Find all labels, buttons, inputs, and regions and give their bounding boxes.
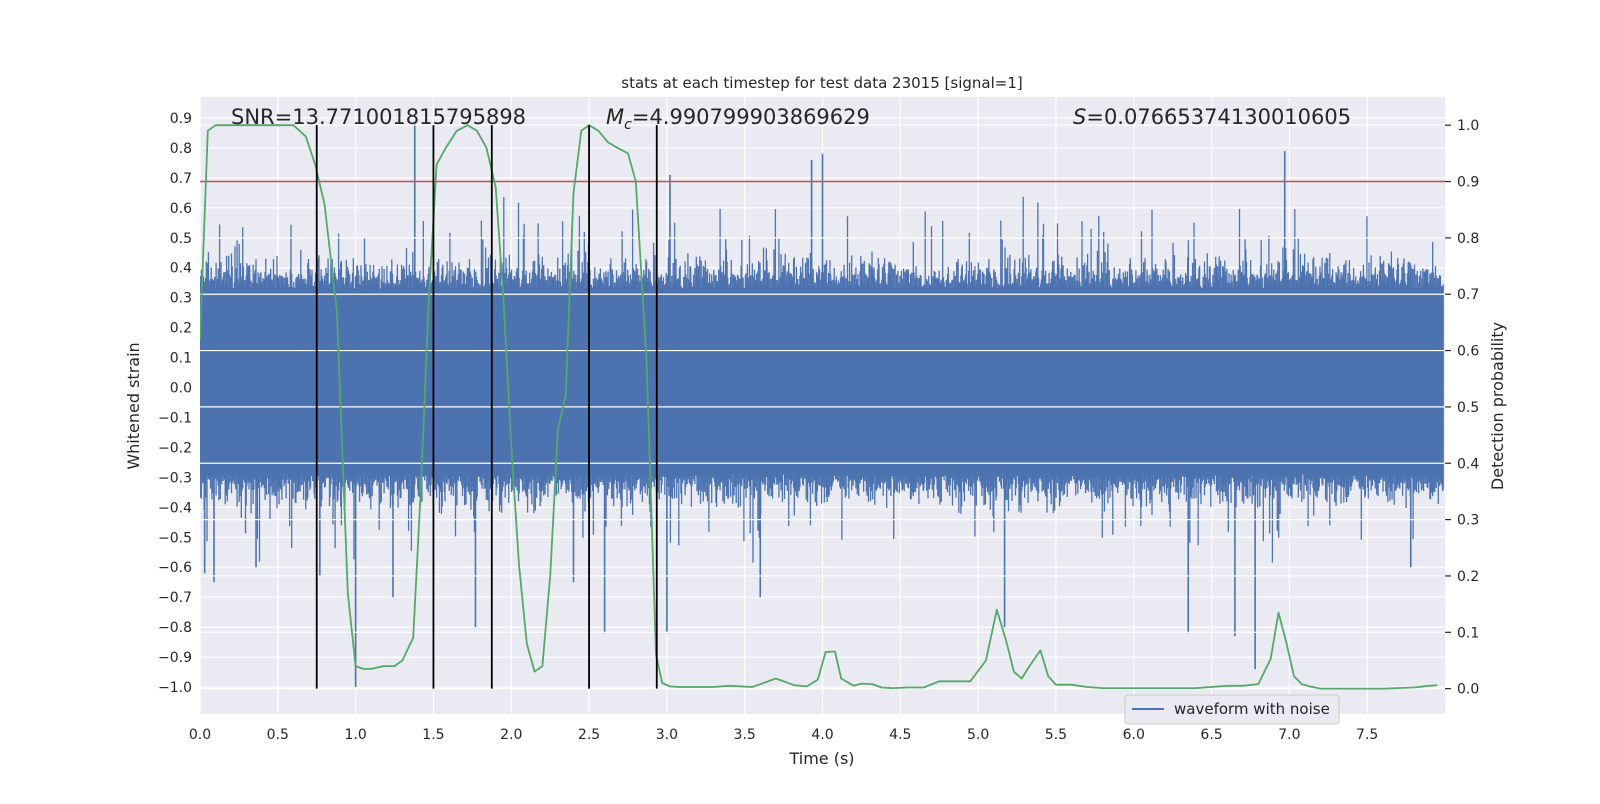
y-left-tick-label: 0.5 xyxy=(170,231,192,247)
y-left-tick-label: −0.9 xyxy=(158,650,192,666)
probability-series xyxy=(200,124,1438,690)
y-right-tick-label: 0.9 xyxy=(1457,175,1479,191)
s-symbol: S xyxy=(1073,105,1086,129)
chart-title: stats at each timestep for test data 230… xyxy=(621,74,1022,92)
y-left-tick-label: 0.9 xyxy=(170,111,192,127)
y-right-tick-label: 0.2 xyxy=(1457,569,1479,585)
x-tick-label: 4.5 xyxy=(889,727,911,743)
y-left-tick-label: −0.8 xyxy=(158,620,192,636)
y-right-tick-label: 1.0 xyxy=(1457,118,1479,134)
legend: waveform with noise xyxy=(1124,694,1340,725)
x-tick-label: 4.0 xyxy=(811,727,833,743)
y-axis-label-right: Detection probability xyxy=(1488,322,1507,490)
y-left-tick-label: −0.6 xyxy=(158,560,192,576)
y-right-tick-label: 0.1 xyxy=(1457,625,1479,641)
waveform-line xyxy=(200,196,1444,563)
y-left-tick-label: −0.1 xyxy=(158,410,192,426)
x-tick-label: 6.0 xyxy=(1123,727,1145,743)
legend-label-waveform: waveform with noise xyxy=(1174,700,1330,718)
chirp-mass-subscript: c xyxy=(624,117,632,133)
y-left-tick-label: 0.0 xyxy=(170,381,192,397)
y-left-tick-label: 0.6 xyxy=(170,201,192,217)
x-tick-label: 2.0 xyxy=(500,727,522,743)
y-left-tick-label: 0.2 xyxy=(170,321,192,337)
y-right-tick-label: 0.6 xyxy=(1457,344,1479,360)
y-left-tick-label: −0.3 xyxy=(158,470,192,486)
waveform-series xyxy=(200,123,1444,688)
x-tick-label: 6.5 xyxy=(1200,727,1222,743)
x-tick-label: 1.0 xyxy=(344,727,366,743)
y-left-tick-label: 0.3 xyxy=(170,291,192,307)
chirp-mass-annotation: Mc=4.990799903869629 xyxy=(606,105,870,133)
axis-ticks: 0.0 0.5 1.0 1.5 2.0 2.5 3.0 3.5 4.0 4.5 5.0 5.5 6.0 6… xyxy=(158,111,1479,743)
y-left-tick-label: 0.1 xyxy=(170,351,192,367)
y-axis-label-left: Whitened strain xyxy=(124,342,143,469)
s-value: =0.07665374130010605 xyxy=(1086,105,1351,129)
vertical-markers xyxy=(315,125,658,689)
y-left-tick-label: 0.8 xyxy=(170,141,192,157)
y-right-tick-label: 0.0 xyxy=(1457,682,1479,698)
x-tick-label: 0.5 xyxy=(267,727,289,743)
legend-box xyxy=(1124,694,1340,725)
chirp-mass-symbol: M xyxy=(606,105,624,129)
snr-annotation: SNR=13.771001815795898 xyxy=(231,105,526,129)
x-tick-label: 1.5 xyxy=(422,727,444,743)
y-right-tick-label: 0.5 xyxy=(1457,400,1479,416)
y-left-tick-label: −0.7 xyxy=(158,590,192,606)
x-axis-label: Time (s) xyxy=(788,749,854,768)
s-annotation: S=0.07665374130010605 xyxy=(1073,105,1351,129)
x-tick-label: 7.5 xyxy=(1356,727,1378,743)
x-tick-label: 5.5 xyxy=(1045,727,1067,743)
x-tick-label: 3.0 xyxy=(656,727,678,743)
y-right-tick-label: 0.8 xyxy=(1457,231,1479,247)
y-right-tick-label: 0.7 xyxy=(1457,287,1479,303)
y-left-tick-label: −0.4 xyxy=(158,500,192,516)
probability-line xyxy=(200,124,1438,690)
y-left-tick-label: −1.0 xyxy=(158,680,192,696)
y-left-tick-label: 0.4 xyxy=(170,261,192,277)
chirp-mass-value: =4.990799903869629 xyxy=(632,105,870,129)
y-right-tick-label: 0.3 xyxy=(1457,513,1479,529)
x-tick-label: 5.0 xyxy=(967,727,989,743)
x-tick-label: 2.5 xyxy=(578,727,600,743)
y-right-tick-label: 0.4 xyxy=(1457,456,1479,472)
x-tick-label: 7.0 xyxy=(1278,727,1300,743)
x-tick-label: 0.0 xyxy=(189,727,211,743)
y-left-tick-label: −0.2 xyxy=(158,440,192,456)
y-left-tick-label: −0.5 xyxy=(158,530,192,546)
x-tick-label: 3.5 xyxy=(734,727,756,743)
y-left-tick-label: 0.7 xyxy=(170,171,192,187)
